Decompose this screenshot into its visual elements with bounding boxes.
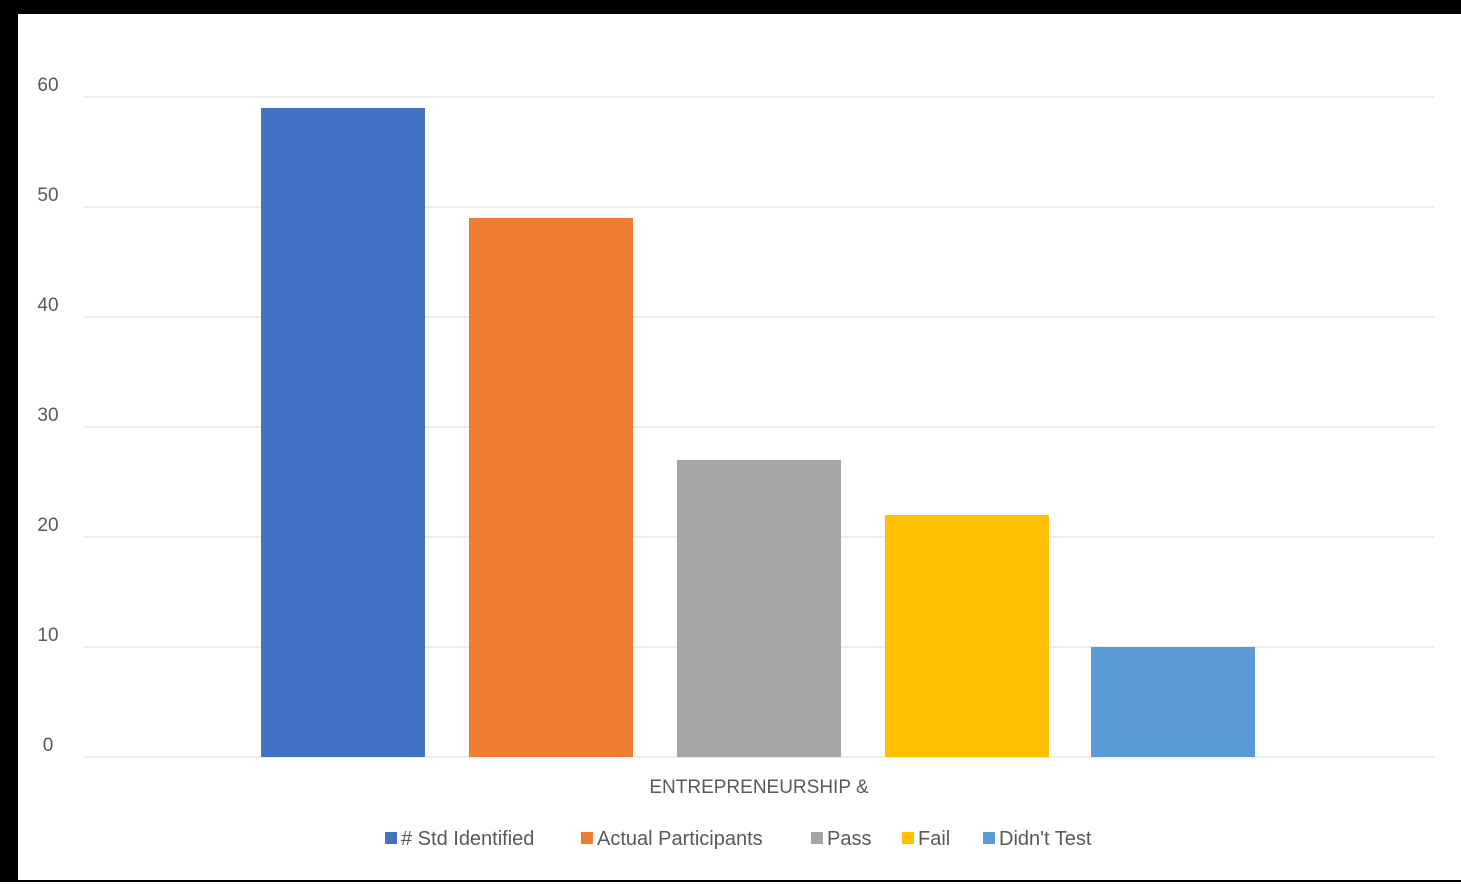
legend-swatch [581,832,593,844]
chart-panel: 0 10 20 30 40 50 60 ENTREPRENEURSHIP & # Std I… [18,14,1461,880]
bar-chart: 0 10 20 30 40 50 60 ENTREPRENEURSHIP & # Std I… [37,75,1434,850]
y-tick-label: 30 [37,405,58,426]
legend-swatch [385,832,397,844]
legend-item[interactable]: # Std Identified [385,828,534,850]
legend-label: Pass [827,828,871,850]
legend-label: Didn't Test [999,828,1092,850]
y-tick-label: 40 [37,295,58,316]
bar-std-identified[interactable] [261,108,425,757]
y-tick-label: 50 [37,185,58,206]
legend-swatch [811,832,823,844]
bar-didn-t-test[interactable] [1091,647,1255,757]
x-category-label: ENTREPRENEURSHIP & [649,777,869,798]
legend-item[interactable]: Fail [902,828,950,850]
legend-item[interactable]: Actual Participants [581,828,763,850]
legend-swatch [902,832,914,844]
bar-pass[interactable] [677,460,841,757]
legend-label: Fail [918,828,950,850]
bars [261,108,1255,757]
y-tick-label: 60 [37,75,58,96]
legend-item[interactable]: Pass [811,828,871,850]
legend-label: # Std Identified [401,828,534,850]
legend: # Std Identified Actual Participants Pass F… [385,828,1092,850]
legend-label: Actual Participants [597,828,763,850]
y-tick-label: 0 [43,735,54,756]
legend-item[interactable]: Didn't Test [983,828,1092,850]
y-tick-label: 10 [37,625,58,646]
bar-actual-participants[interactable] [469,218,633,757]
legend-swatch [983,832,995,844]
x-axis-categories: ENTREPRENEURSHIP & [649,777,869,798]
y-axis-ticks: 0 10 20 30 40 50 60 [37,75,58,756]
y-tick-label: 20 [37,515,58,536]
bar-fail[interactable] [885,515,1049,757]
